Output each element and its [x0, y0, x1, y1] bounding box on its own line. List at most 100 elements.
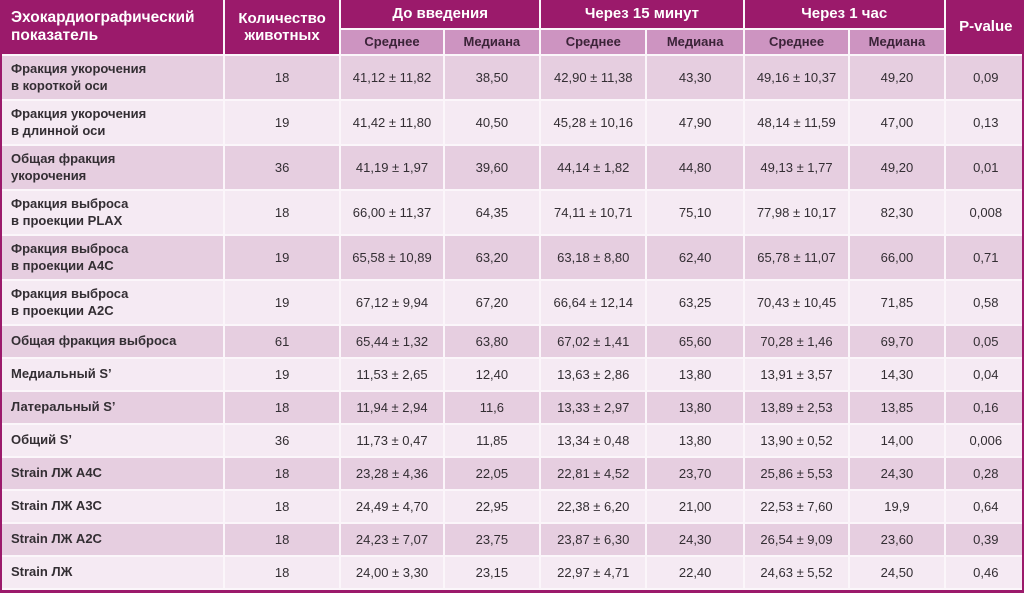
- column-header-mean-1hour: Среднее: [744, 30, 849, 54]
- cell-parameter: Общая фракция укорочения: [2, 146, 223, 189]
- cell-mean-1hour: 65,78 ± 11,07: [744, 236, 849, 279]
- cell-mean-pre: 41,42 ± 11,80: [341, 101, 443, 144]
- cell-mean-1hour: 24,63 ± 5,52: [744, 557, 849, 588]
- cell-mean-pre: 24,23 ± 7,07: [341, 524, 443, 555]
- cell-mean-15min: 74,11 ± 10,71: [541, 191, 646, 234]
- table-row: Strain ЛЖ 18 24,00 ± 3,30 23,15 22,97 ± 4,71…: [2, 557, 1022, 588]
- table-row: Медиальный S’ 19 11,53 ± 2,65 12,40 13,63 ± …: [2, 359, 1022, 390]
- cell-mean-1hour: 25,86 ± 5,53: [744, 458, 849, 489]
- cell-median-1hour: 71,85: [850, 281, 944, 324]
- cell-median-15min: 13,80: [647, 392, 743, 423]
- cell-mean-pre: 23,28 ± 4,36: [341, 458, 443, 489]
- column-group-after-1-hour: Через 1 час: [744, 0, 944, 28]
- table-row: Общий S’ 36 11,73 ± 0,47 11,85 13,34 ± 0,48 1…: [2, 425, 1022, 456]
- cell-median-1hour: 14,00: [850, 425, 944, 456]
- cell-median-15min: 65,60: [647, 326, 743, 357]
- cell-mean-pre: 66,00 ± 11,37: [341, 191, 443, 234]
- cell-mean-15min: 22,81 ± 4,52: [541, 458, 646, 489]
- cell-median-15min: 44,80: [647, 146, 743, 189]
- column-group-after-15-min: Через 15 минут: [541, 0, 743, 28]
- column-header-mean-pre: Среднее: [341, 30, 443, 54]
- column-group-before-injection: До введения: [341, 0, 540, 28]
- cell-parameter: Фракция выброса в проекции PLAX: [2, 191, 223, 234]
- cell-parameter: Общая фракция выброса: [2, 326, 223, 357]
- cell-mean-1hour: 13,91 ± 3,57: [744, 359, 849, 390]
- cell-animal-count: 19: [224, 281, 340, 324]
- cell-mean-1hour: 13,90 ± 0,52: [744, 425, 849, 456]
- cell-pvalue: 0,28: [945, 458, 1022, 489]
- cell-mean-1hour: 49,13 ± 1,77: [744, 146, 849, 189]
- cell-mean-1hour: 70,43 ± 10,45: [744, 281, 849, 324]
- cell-median-15min: 75,10: [647, 191, 743, 234]
- cell-parameter: Фракция укорочения в короткой оси: [2, 56, 223, 99]
- cell-mean-1hour: 49,16 ± 10,37: [744, 56, 849, 99]
- cell-median-pre: 67,20: [444, 281, 540, 324]
- cell-median-15min: 43,30: [647, 56, 743, 99]
- cell-mean-15min: 13,63 ± 2,86: [541, 359, 646, 390]
- cell-parameter: Общий S’: [2, 425, 223, 456]
- cell-median-15min: 47,90: [647, 101, 743, 144]
- cell-parameter: Латеральный S’: [2, 392, 223, 423]
- cell-mean-pre: 67,12 ± 9,94: [341, 281, 443, 324]
- cell-parameter: Strain ЛЖ A3C: [2, 491, 223, 522]
- cell-median-pre: 12,40: [444, 359, 540, 390]
- cell-pvalue: 0,04: [945, 359, 1022, 390]
- table-row: Strain ЛЖ A3C 18 24,49 ± 4,70 22,95 22,38 ± …: [2, 491, 1022, 522]
- cell-mean-1hour: 77,98 ± 10,17: [744, 191, 849, 234]
- cell-median-pre: 64,35: [444, 191, 540, 234]
- table-row: Общая фракция выброса 61 65,44 ± 1,32 63,80…: [2, 326, 1022, 357]
- cell-median-pre: 11,85: [444, 425, 540, 456]
- cell-animal-count: 19: [224, 236, 340, 279]
- cell-animal-count: 18: [224, 524, 340, 555]
- table-row: Фракция укорочения в длинной оси 19 41,42 …: [2, 101, 1022, 144]
- cell-median-pre: 63,20: [444, 236, 540, 279]
- cell-median-1hour: 49,20: [850, 56, 944, 99]
- cell-median-1hour: 14,30: [850, 359, 944, 390]
- cell-median-1hour: 24,50: [850, 557, 944, 588]
- cell-median-pre: 22,95: [444, 491, 540, 522]
- header-row-statistics: Среднее Медиана Среднее Медиана Среднее …: [2, 30, 1022, 54]
- cell-median-1hour: 13,85: [850, 392, 944, 423]
- cell-pvalue: 0,71: [945, 236, 1022, 279]
- cell-median-1hour: 19,9: [850, 491, 944, 522]
- cell-parameter: Фракция укорочения в длинной оси: [2, 101, 223, 144]
- cell-median-1hour: 69,70: [850, 326, 944, 357]
- cell-median-15min: 13,80: [647, 359, 743, 390]
- cell-median-15min: 24,30: [647, 524, 743, 555]
- cell-parameter: Strain ЛЖ A4C: [2, 458, 223, 489]
- cell-mean-pre: 41,19 ± 1,97: [341, 146, 443, 189]
- cell-median-1hour: 47,00: [850, 101, 944, 144]
- column-header-median-15min: Медиана: [647, 30, 743, 54]
- cell-median-1hour: 23,60: [850, 524, 944, 555]
- cell-parameter: Strain ЛЖ A2C: [2, 524, 223, 555]
- cell-median-pre: 22,05: [444, 458, 540, 489]
- cell-mean-15min: 67,02 ± 1,41: [541, 326, 646, 357]
- cell-animal-count: 18: [224, 458, 340, 489]
- table-row: Фракция выброса в проекции PLAX 18 66,00 ±…: [2, 191, 1022, 234]
- cell-mean-15min: 13,33 ± 2,97: [541, 392, 646, 423]
- cell-animal-count: 19: [224, 359, 340, 390]
- cell-median-1hour: 49,20: [850, 146, 944, 189]
- cell-mean-15min: 45,28 ± 10,16: [541, 101, 646, 144]
- cell-mean-pre: 11,94 ± 2,94: [341, 392, 443, 423]
- cell-median-15min: 13,80: [647, 425, 743, 456]
- cell-animal-count: 19: [224, 101, 340, 144]
- table-row: Латеральный S’ 18 11,94 ± 2,94 11,6 13,33 ± …: [2, 392, 1022, 423]
- cell-pvalue: 0,64: [945, 491, 1022, 522]
- cell-median-pre: 38,50: [444, 56, 540, 99]
- column-header-parameter: Эхокардиографический показатель: [2, 0, 223, 54]
- cell-median-pre: 39,60: [444, 146, 540, 189]
- cell-pvalue: 0,58: [945, 281, 1022, 324]
- cell-median-pre: 23,15: [444, 557, 540, 588]
- cell-pvalue: 0,39: [945, 524, 1022, 555]
- cell-mean-15min: 22,38 ± 6,20: [541, 491, 646, 522]
- cell-mean-pre: 65,58 ± 10,89: [341, 236, 443, 279]
- cell-animal-count: 18: [224, 56, 340, 99]
- cell-mean-15min: 13,34 ± 0,48: [541, 425, 646, 456]
- cell-median-pre: 23,75: [444, 524, 540, 555]
- cell-pvalue: 0,008: [945, 191, 1022, 234]
- cell-animal-count: 36: [224, 146, 340, 189]
- cell-median-pre: 11,6: [444, 392, 540, 423]
- cell-pvalue: 0,01: [945, 146, 1022, 189]
